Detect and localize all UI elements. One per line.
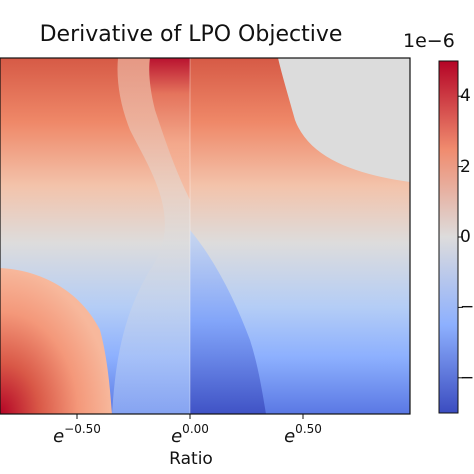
x-tick-label: e0.00 bbox=[171, 422, 209, 447]
colorbar-tick-label: 0 bbox=[460, 227, 471, 247]
heatmap-center-top-red bbox=[149, 58, 190, 200]
colorbar-tick-marks bbox=[458, 95, 463, 379]
heatmap-area bbox=[0, 58, 410, 414]
heatmap-top-right-lobe bbox=[278, 58, 410, 182]
colorbar-tick-label: − bbox=[460, 367, 474, 388]
colorbar bbox=[438, 60, 459, 414]
chart-title: Derivative of LPO Objective bbox=[39, 22, 343, 47]
x-axis-label: Ratio bbox=[169, 449, 213, 469]
x-tick-label: e−0.50 bbox=[53, 422, 101, 447]
colorbar-offset-label: 1e−6 bbox=[403, 30, 455, 52]
plot-frame bbox=[0, 57, 411, 415]
heatmap-center-bottom-blue bbox=[190, 230, 266, 414]
colorbar-tick-label: 2 bbox=[460, 156, 471, 177]
x-tick-label: e0.50 bbox=[284, 422, 322, 447]
heatmap-bottom-left-lobe bbox=[0, 268, 112, 414]
colorbar-tick-label: 4 bbox=[460, 86, 471, 107]
x-tick-marks bbox=[76, 414, 304, 419]
colorbar-tick-label: − bbox=[460, 297, 474, 318]
